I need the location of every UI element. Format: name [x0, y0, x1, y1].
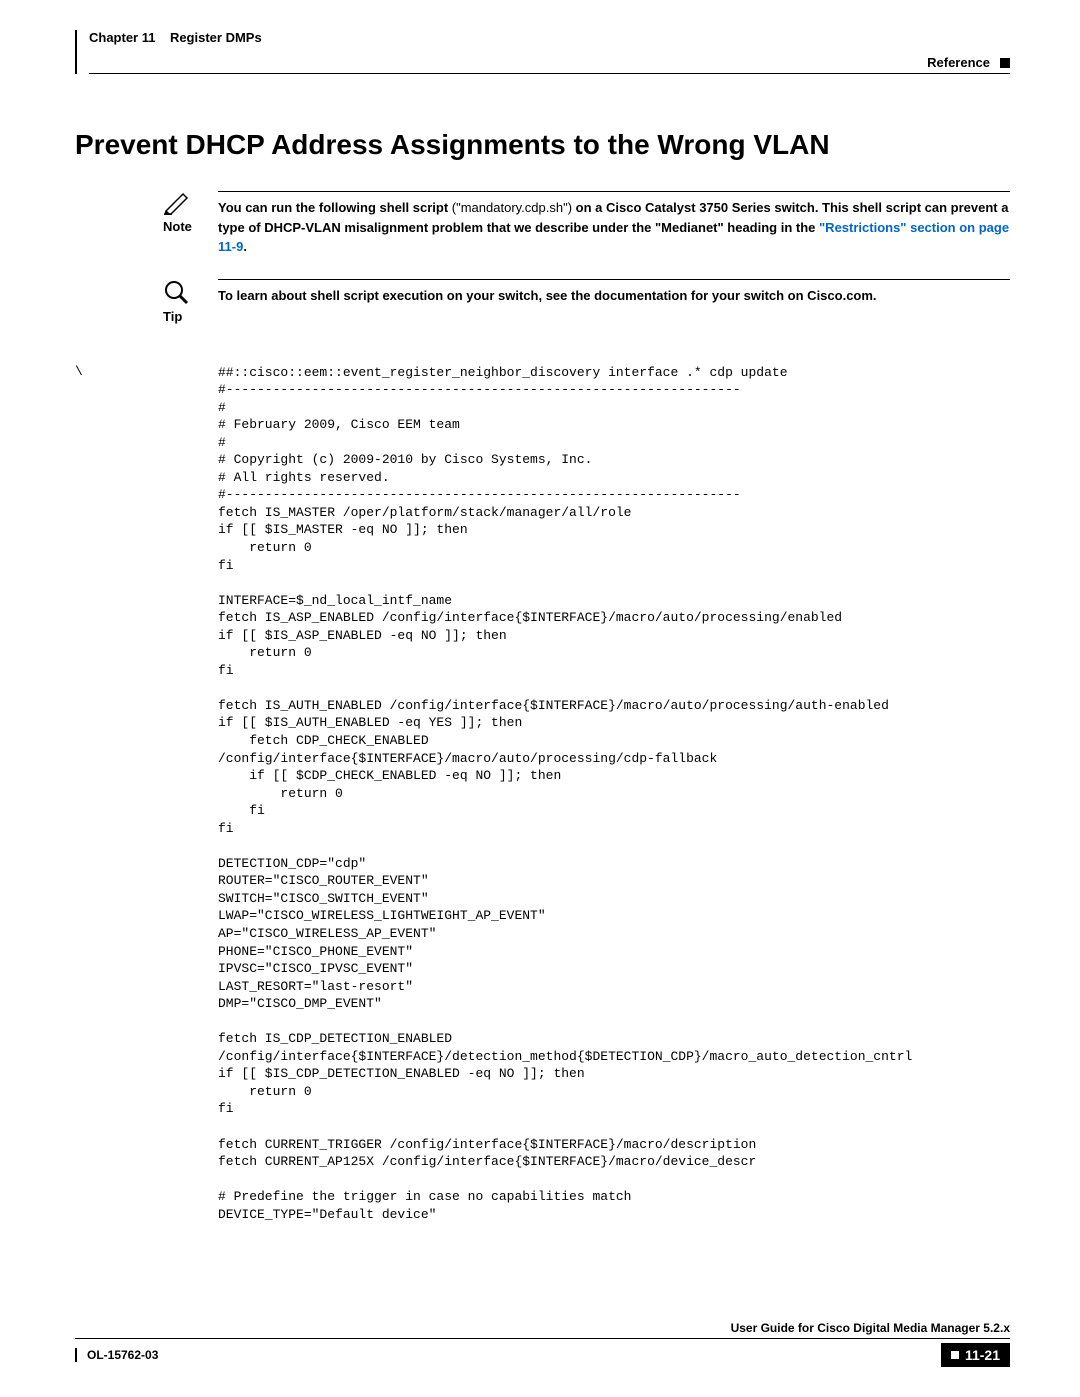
note-text-post: . [243, 239, 247, 254]
note-script: ("mandatory.cdp.sh") [448, 200, 575, 215]
note-label: Note [163, 219, 218, 234]
tip-callout: Tip To learn about shell script executio… [163, 279, 1010, 324]
tip-icon-col: Tip [163, 279, 218, 324]
page-title: Prevent DHCP Address Assignments to the … [75, 129, 1010, 161]
shell-script-code: ##::cisco::eem::event_register_neighbor_… [218, 364, 1010, 1224]
reference-line: Reference [89, 55, 1010, 74]
chapter-line: Chapter 11 Register DMPs [89, 30, 1010, 45]
footer-guide: User Guide for Cisco Digital Media Manag… [75, 1321, 1010, 1339]
note-content: You can run the following shell script (… [218, 191, 1010, 257]
note-icon-col: Note [163, 191, 218, 234]
page-header: Chapter 11 Register DMPs Reference [75, 30, 1010, 74]
page-footer: User Guide for Cisco Digital Media Manag… [75, 1321, 1010, 1367]
tip-text: To learn about shell script execution on… [218, 288, 877, 303]
page-number: 11-21 [941, 1343, 1010, 1367]
header-marker [1000, 58, 1010, 68]
magnifier-icon [163, 279, 189, 305]
chapter-label: Chapter 11 [89, 30, 155, 45]
tip-content: To learn about shell script execution on… [218, 279, 1010, 306]
chapter-title: Register DMPs [170, 30, 262, 45]
note-callout: Note You can run the following shell scr… [163, 191, 1010, 257]
tip-label: Tip [163, 309, 218, 324]
code-backslash: \ [75, 364, 83, 379]
note-text-pre: You can run the following shell script [218, 200, 448, 215]
footer-doc-id: OL-15762-03 [75, 1348, 158, 1362]
pencil-icon [163, 191, 191, 215]
section-label: Reference [927, 55, 990, 70]
